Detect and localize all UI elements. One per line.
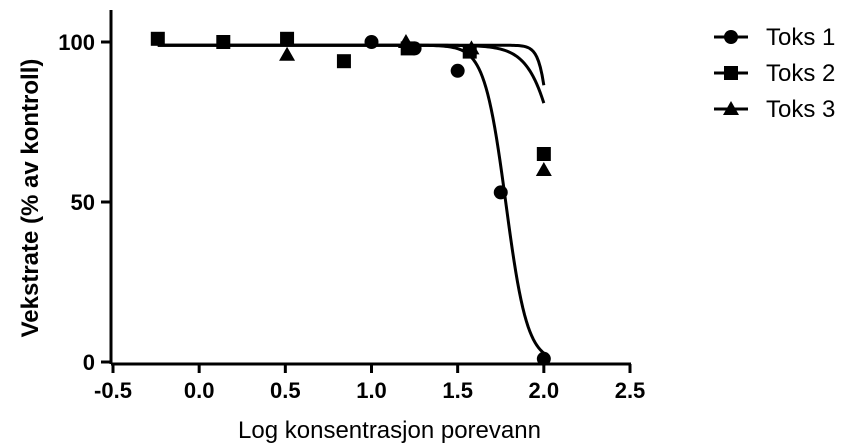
legend-label: Toks 3: [766, 96, 835, 123]
y-axis-title: Vekstrate (% av kontroll): [17, 59, 44, 338]
axes: [101, 10, 632, 373]
data-point-toks-3: [535, 162, 552, 176]
x-tick-label: 2.0: [529, 378, 560, 403]
data-point-toks-1: [364, 35, 379, 49]
y-tick-label: 0: [83, 350, 95, 375]
y-tick-label: 50: [71, 190, 95, 215]
legend-marker-square: [724, 66, 738, 80]
x-tick-label: -0.5: [94, 378, 132, 403]
data-point-toks-2: [216, 35, 231, 49]
fit-curve-toks-1: [157, 43, 545, 355]
data-point-toks-3: [397, 34, 414, 48]
fit-curve-toks-2: [157, 43, 546, 104]
data-point-toks-2: [280, 31, 295, 46]
data-point-toks-1: [536, 351, 551, 366]
fit-curves: [157, 43, 546, 355]
y-tick-label: 100: [58, 30, 95, 55]
x-tick-label: 2.5: [615, 378, 646, 403]
data-point-toks-1: [493, 185, 508, 200]
data-point-toks-2: [150, 31, 165, 46]
legend: Toks 1 Toks 2 Toks 3: [714, 24, 835, 123]
data-point-toks-1: [450, 63, 465, 78]
legend-marker-triangle: [723, 101, 739, 115]
data-point-toks-2: [336, 54, 351, 69]
legend-label: Toks 2: [766, 60, 835, 87]
data-point-toks-3: [279, 46, 296, 61]
data-point-toks-3: [463, 40, 480, 55]
legend-label: Toks 1: [766, 24, 835, 51]
x-axis-title: Log konsentrasjon porevann: [238, 417, 541, 444]
legend-marker-circle: [724, 30, 738, 44]
legend-item-toks-3: Toks 3: [714, 96, 835, 123]
legend-item-toks-1: Toks 1: [714, 24, 835, 51]
x-tick-label: 0.5: [270, 378, 301, 403]
data-markers: [150, 31, 552, 366]
legend-item-toks-2: Toks 2: [714, 60, 835, 87]
tick-labels: -0.5 0.0 0.5 1.0 1.5 2.0 2.5 0 50 100: [58, 30, 645, 403]
data-point-toks-2: [536, 147, 551, 161]
x-tick-label: 1.0: [356, 378, 387, 403]
x-tick-label: 1.5: [442, 378, 473, 403]
x-tick-label: 0.0: [184, 378, 215, 403]
